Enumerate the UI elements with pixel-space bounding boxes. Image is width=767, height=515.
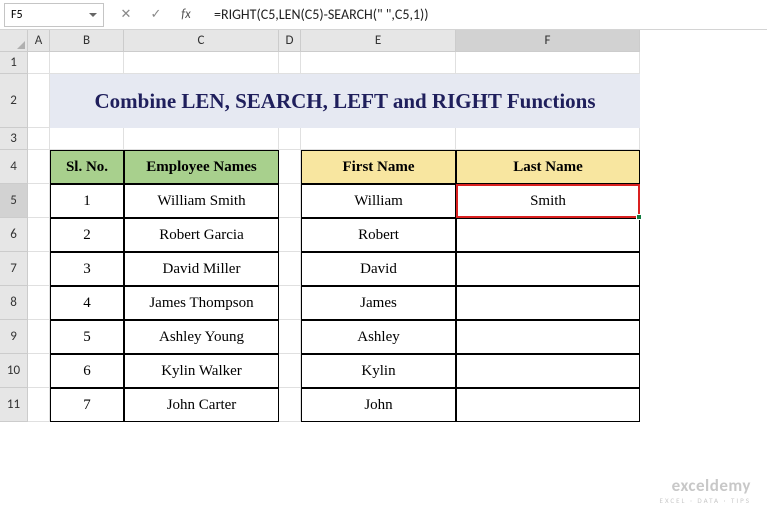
cell-E4[interactable]: First Name [301, 150, 456, 184]
column-header-F[interactable]: F [456, 30, 640, 52]
enter-icon[interactable]: ✓ [148, 7, 164, 22]
row-header-3[interactable]: 3 [0, 128, 28, 150]
cell-C5[interactable]: William Smith [124, 184, 279, 218]
formula-bar: F5 ✕ ✓ fx =RIGHT(C5,LEN(C5)-SEARCH(" ",C… [0, 0, 767, 30]
cancel-icon[interactable]: ✕ [118, 7, 134, 22]
cell-B3[interactable] [50, 128, 124, 150]
row-header-11[interactable]: 11 [0, 388, 28, 422]
row-header-10[interactable]: 10 [0, 354, 28, 388]
row-header-4[interactable]: 4 [0, 150, 28, 184]
cell-B4[interactable]: Sl. No. [50, 150, 124, 184]
cell-C9[interactable]: Ashley Young [124, 320, 279, 354]
cell-F9[interactable] [456, 320, 640, 354]
cell-B7[interactable]: 3 [50, 252, 124, 286]
row-header-9[interactable]: 9 [0, 320, 28, 354]
row-header-7[interactable]: 7 [0, 252, 28, 286]
fill-handle[interactable] [636, 214, 642, 220]
cell-D8[interactable] [279, 286, 301, 320]
cell-A5[interactable] [28, 184, 50, 218]
cell-E10[interactable]: Kylin [301, 354, 456, 388]
cell-D6[interactable] [279, 218, 301, 252]
formula-input[interactable]: =RIGHT(C5,LEN(C5)-SEARCH(" ",C5,1)) [204, 6, 767, 23]
cell-D7[interactable] [279, 252, 301, 286]
cell-F7[interactable] [456, 252, 640, 286]
cell-A10[interactable] [28, 354, 50, 388]
watermark: exceldemy EXCEL · DATA · TIPS [660, 475, 751, 505]
cell-A1[interactable] [28, 52, 50, 74]
cell-C1[interactable] [124, 52, 279, 74]
column-header-A[interactable]: A [28, 30, 50, 52]
cell-F10[interactable] [456, 354, 640, 388]
cell-B8[interactable]: 4 [50, 286, 124, 320]
column-header-B[interactable]: B [50, 30, 124, 52]
cell-B11[interactable]: 7 [50, 388, 124, 422]
cell-D5[interactable] [279, 184, 301, 218]
column-header-D[interactable]: D [279, 30, 301, 52]
cell-D10[interactable] [279, 354, 301, 388]
spreadsheet-grid[interactable]: ABCDEF12Combine LEN, SEARCH, LEFT and RI… [0, 30, 767, 422]
cell-E1[interactable] [301, 52, 456, 74]
cell-F3[interactable] [456, 128, 640, 150]
cell-B1[interactable] [50, 52, 124, 74]
cell-E11[interactable]: John [301, 388, 456, 422]
row-header-5[interactable]: 5 [0, 184, 28, 218]
cell-E6[interactable]: Robert [301, 218, 456, 252]
watermark-brand: exceldemy [660, 475, 751, 496]
cell-E5[interactable]: William [301, 184, 456, 218]
row-header-1[interactable]: 1 [0, 52, 28, 74]
cell-C6[interactable]: Robert Garcia [124, 218, 279, 252]
cell-F1[interactable] [456, 52, 640, 74]
cell-A2[interactable] [28, 74, 50, 128]
cell-C10[interactable]: Kylin Walker [124, 354, 279, 388]
chevron-down-icon[interactable] [89, 13, 97, 17]
select-all-corner[interactable] [0, 30, 28, 52]
cell-A9[interactable] [28, 320, 50, 354]
cell-F5[interactable]: Smith [456, 184, 640, 218]
row-header-8[interactable]: 8 [0, 286, 28, 320]
cell-A11[interactable] [28, 388, 50, 422]
formula-bar-buttons: ✕ ✓ fx [108, 7, 204, 22]
cell-E8[interactable]: James [301, 286, 456, 320]
fx-icon[interactable]: fx [178, 7, 194, 22]
cell-E3[interactable] [301, 128, 456, 150]
cell-D3[interactable] [279, 128, 301, 150]
cell-E9[interactable]: Ashley [301, 320, 456, 354]
cell-C3[interactable] [124, 128, 279, 150]
name-box[interactable]: F5 [4, 3, 104, 27]
cell-F11[interactable] [456, 388, 640, 422]
cell-F8[interactable] [456, 286, 640, 320]
cell-E7[interactable]: David [301, 252, 456, 286]
cell-C11[interactable]: John Carter [124, 388, 279, 422]
cell-B9[interactable]: 5 [50, 320, 124, 354]
cell-A7[interactable] [28, 252, 50, 286]
cell-B5[interactable]: 1 [50, 184, 124, 218]
cell-A4[interactable] [28, 150, 50, 184]
column-header-C[interactable]: C [124, 30, 279, 52]
cell-D4[interactable] [279, 150, 301, 184]
cell-D1[interactable] [279, 52, 301, 74]
cell-A3[interactable] [28, 128, 50, 150]
watermark-sub: EXCEL · DATA · TIPS [660, 496, 751, 505]
cell-F4[interactable]: Last Name [456, 150, 640, 184]
cell-F6[interactable] [456, 218, 640, 252]
cell-B2[interactable]: Combine LEN, SEARCH, LEFT and RIGHT Func… [50, 74, 640, 128]
cell-B6[interactable]: 2 [50, 218, 124, 252]
column-header-E[interactable]: E [301, 30, 456, 52]
cell-D11[interactable] [279, 388, 301, 422]
cell-C4[interactable]: Employee Names [124, 150, 279, 184]
cell-D9[interactable] [279, 320, 301, 354]
cell-A6[interactable] [28, 218, 50, 252]
row-header-6[interactable]: 6 [0, 218, 28, 252]
cell-B10[interactable]: 6 [50, 354, 124, 388]
cell-C8[interactable]: James Thompson [124, 286, 279, 320]
cell-C7[interactable]: David Miller [124, 252, 279, 286]
name-box-value: F5 [11, 8, 23, 22]
cell-A8[interactable] [28, 286, 50, 320]
row-header-2[interactable]: 2 [0, 74, 28, 128]
